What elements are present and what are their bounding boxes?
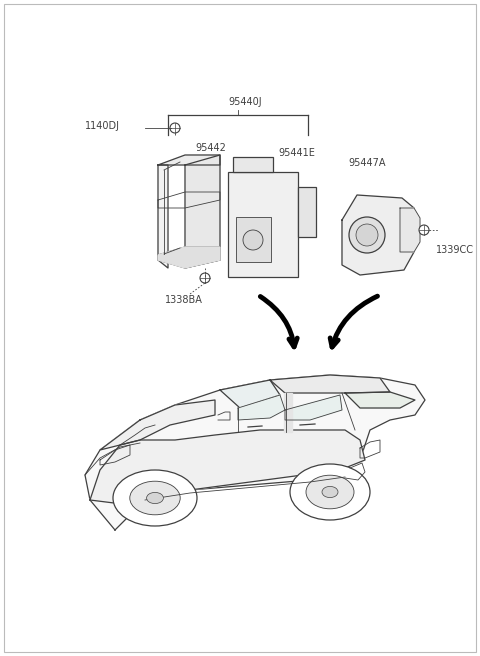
Polygon shape (100, 400, 215, 450)
Ellipse shape (146, 493, 163, 504)
Text: 95447A: 95447A (348, 158, 385, 168)
Ellipse shape (306, 475, 354, 509)
Bar (236, 217, 271, 262)
Polygon shape (270, 375, 390, 393)
Text: 95441E: 95441E (278, 148, 315, 158)
Polygon shape (342, 195, 414, 275)
Ellipse shape (322, 486, 338, 498)
Circle shape (349, 217, 385, 253)
Polygon shape (90, 430, 365, 505)
Ellipse shape (130, 482, 180, 515)
Polygon shape (284, 393, 292, 432)
Polygon shape (238, 395, 285, 420)
Text: 95442: 95442 (195, 143, 226, 153)
Ellipse shape (290, 464, 370, 520)
Circle shape (170, 123, 180, 133)
Polygon shape (158, 165, 168, 268)
Circle shape (356, 224, 378, 246)
Polygon shape (185, 155, 220, 268)
Bar (233, 157, 273, 172)
Polygon shape (158, 155, 220, 165)
Ellipse shape (113, 470, 197, 526)
Bar (298, 187, 316, 237)
Text: 1140DJ: 1140DJ (85, 121, 120, 131)
Polygon shape (285, 395, 342, 420)
Bar (228, 172, 298, 277)
Polygon shape (85, 375, 425, 530)
Circle shape (200, 273, 210, 283)
Circle shape (243, 230, 263, 250)
Polygon shape (158, 247, 220, 268)
Polygon shape (345, 392, 415, 408)
Text: 1339CC: 1339CC (436, 245, 474, 255)
Text: 1338BA: 1338BA (165, 295, 203, 305)
Text: 95440J: 95440J (228, 97, 262, 107)
Polygon shape (220, 380, 280, 408)
Polygon shape (400, 208, 420, 252)
Circle shape (419, 225, 429, 235)
